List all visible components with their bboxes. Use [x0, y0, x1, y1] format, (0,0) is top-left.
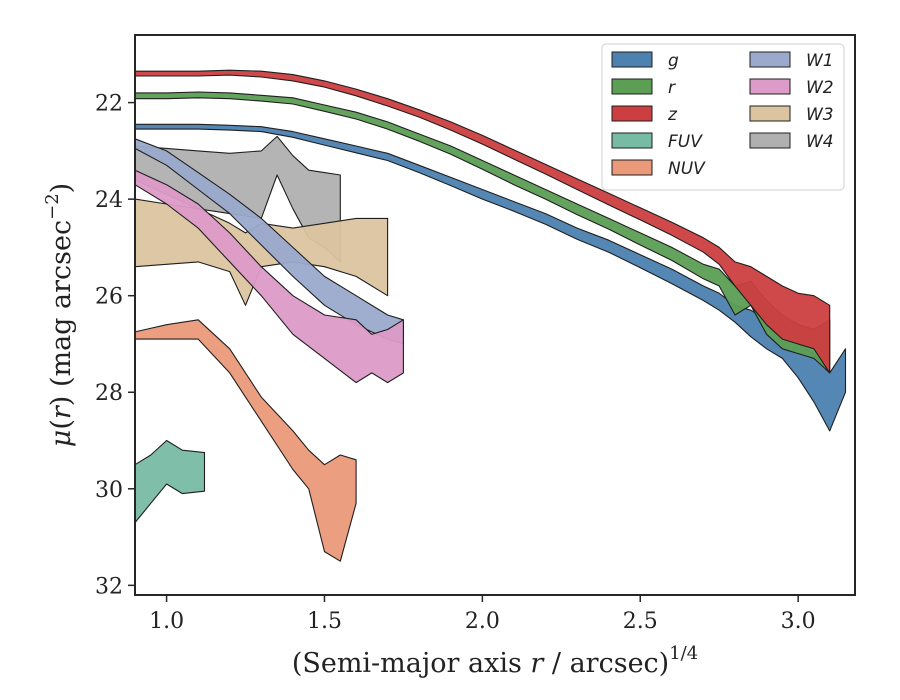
- plot-frame: [134, 34, 856, 596]
- legend-label-w4: W4: [806, 132, 834, 152]
- band-g: [134, 123, 847, 432]
- legend-swatch-nuv: [611, 159, 653, 176]
- legend-swatch-g: [611, 51, 653, 68]
- y-tick-label: 26: [95, 285, 123, 310]
- band-nuv: [134, 319, 357, 562]
- legend-label-nuv: NUV: [668, 159, 706, 179]
- legend-label-r: r: [668, 78, 676, 98]
- band-layer: [134, 69, 847, 562]
- band-fuv: [134, 439, 206, 524]
- legend-swatch-w4: [749, 132, 791, 149]
- legend: grz FUV NUV W1 W2 W3 W4: [601, 43, 845, 191]
- y-tick-label: 24: [95, 188, 123, 213]
- y-axis: 22 24 26 28 30 32: [95, 92, 135, 599]
- y-tick-label: 28: [95, 381, 123, 406]
- legend-label-w1: W1: [806, 51, 834, 71]
- x-tick-label: 1.0: [149, 609, 184, 634]
- band-w2: [134, 169, 404, 384]
- legend-swatch-z: [611, 105, 653, 122]
- legend-label-w3: W3: [806, 105, 834, 125]
- legend-swatch-w1: [749, 51, 791, 68]
- y-tick-label: 32: [95, 574, 123, 599]
- legend-label-w2: W2: [806, 78, 834, 98]
- x-axis: 1.0 1.5 2.0 2.5 3.0: [149, 595, 816, 634]
- x-axis-label: (Semi-major axis r / arcsec)1/4: [292, 643, 698, 679]
- y-tick-label: 30: [95, 478, 123, 503]
- legend-label-z: z: [667, 105, 678, 125]
- band-z: [134, 69, 831, 374]
- x-tick-label: 2.0: [465, 609, 500, 634]
- legend-swatch-w3: [749, 105, 791, 122]
- x-tick-label: 2.5: [623, 609, 658, 634]
- x-tick-label: 1.5: [307, 609, 342, 634]
- legend-label-fuv: FUV: [668, 132, 703, 152]
- x-tick-label: 3.0: [781, 609, 816, 634]
- legend-swatch-r: [611, 78, 653, 95]
- y-axis-label: μ(r) (mag arcsec−2): [42, 183, 77, 447]
- y-tick-label: 22: [95, 92, 123, 117]
- legend-swatch-fuv: [611, 132, 653, 149]
- legend-label-g: g: [668, 51, 679, 71]
- legend-swatch-w2: [749, 78, 791, 95]
